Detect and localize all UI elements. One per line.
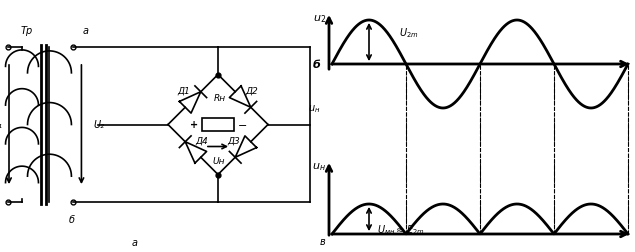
Text: б: б: [312, 60, 320, 70]
Bar: [202, 118, 234, 132]
Text: U₁: U₁: [0, 120, 3, 130]
Text: а: а: [132, 237, 138, 247]
Text: Д2: Д2: [246, 86, 258, 96]
Text: Д4: Д4: [196, 136, 208, 145]
Text: Uн: Uн: [213, 157, 225, 166]
Text: $U_{мн}\approx E_{2m}$: $U_{мн}\approx E_{2m}$: [377, 222, 425, 236]
Text: в: в: [320, 236, 326, 246]
Text: Д1: Д1: [177, 86, 190, 96]
Text: $U_{2m}$: $U_{2m}$: [399, 26, 418, 40]
Text: $u_н$: $u_н$: [308, 103, 320, 114]
Text: Д3: Д3: [227, 136, 240, 145]
Text: Тр: Тр: [20, 26, 33, 36]
Text: U₂: U₂: [93, 120, 104, 130]
Text: $u_н$: $u_н$: [312, 160, 326, 172]
Text: $u_2$: $u_2$: [313, 13, 326, 25]
Text: +: +: [190, 120, 198, 130]
Text: −: −: [238, 120, 248, 130]
Text: б: б: [69, 214, 74, 224]
Text: а: а: [83, 26, 88, 36]
Text: Rн: Rн: [214, 94, 226, 103]
